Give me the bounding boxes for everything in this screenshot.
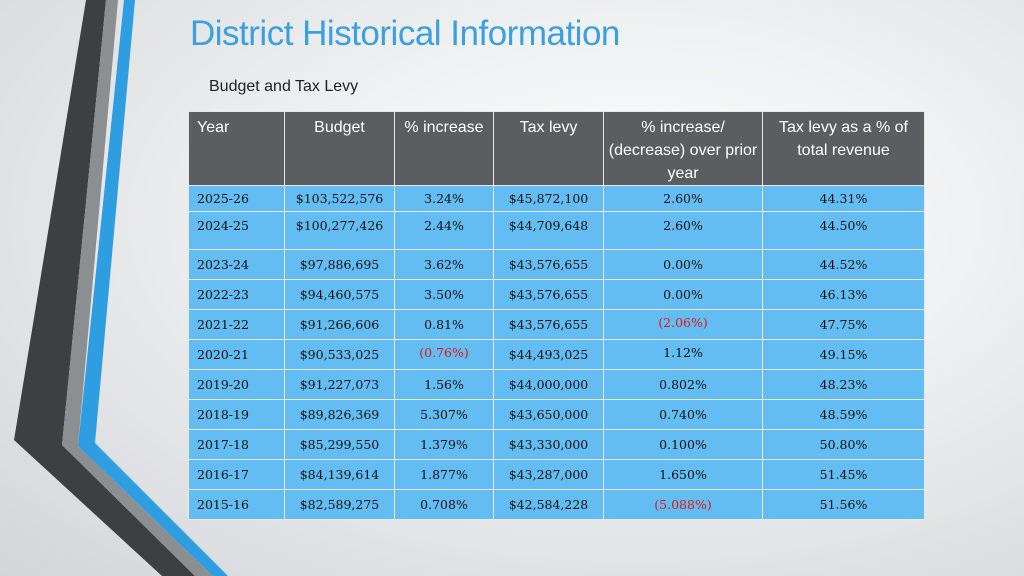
cell-year: 2025-26 <box>188 185 285 212</box>
cell-budget: $94,460,575 <box>284 279 395 310</box>
cell-levy-change: 2.60% <box>603 211 763 250</box>
cell-levy-change: (2.06%) <box>603 309 763 340</box>
cell-levy-change: 2.60% <box>603 185 763 212</box>
cell-levy-pct-revenue: 48.59% <box>762 399 925 430</box>
cell-budget-increase: 1.56% <box>394 369 494 400</box>
header-row: Year Budget % increase Tax levy % increa… <box>188 111 925 186</box>
header-tax-levy: Tax levy <box>493 111 604 186</box>
cell-year: 2023-24 <box>188 249 285 280</box>
cell-budget-increase: 3.62% <box>394 249 494 280</box>
budget-tax-levy-table: Year Budget % increase Tax levy % increa… <box>188 111 925 520</box>
cell-levy-change: 0.100% <box>603 429 763 460</box>
cell-levy-pct-revenue: 50.80% <box>762 429 925 460</box>
table-row: 2024-25 $100,277,426 2.44% $44,709,648 2… <box>188 211 925 250</box>
cell-levy-change: 1.650% <box>603 459 763 490</box>
header-levy-change: % increase/ (decrease) over prior year <box>603 111 763 186</box>
cell-tax-levy: $44,709,648 <box>493 211 604 250</box>
cell-budget: $97,886,695 <box>284 249 395 280</box>
table-row: 2022-23 $94,460,575 3.50% $43,576,655 0.… <box>188 279 925 310</box>
cell-tax-levy: $44,000,000 <box>493 369 604 400</box>
cell-levy-pct-revenue: 44.31% <box>762 185 925 212</box>
cell-levy-change: (5.088%) <box>603 489 763 520</box>
cell-budget-increase: 2.44% <box>394 211 494 250</box>
cell-tax-levy: $42,584,228 <box>493 489 604 520</box>
cell-budget: $103,522,576 <box>284 185 395 212</box>
cell-tax-levy: $43,650,000 <box>493 399 604 430</box>
cell-budget-increase: 1.379% <box>394 429 494 460</box>
gray-stripe <box>62 0 213 576</box>
cell-levy-pct-revenue: 44.50% <box>762 211 925 250</box>
header-year: Year <box>188 111 285 186</box>
blue-stripe <box>78 0 228 576</box>
header-budget-increase: % increase <box>394 111 494 186</box>
cell-budget: $90,533,025 <box>284 339 395 370</box>
cell-tax-levy: $43,576,655 <box>493 309 604 340</box>
cell-levy-pct-revenue: 46.13% <box>762 279 925 310</box>
cell-levy-pct-revenue: 47.75% <box>762 309 925 340</box>
table-row: 2025-26 $103,522,576 3.24% $45,872,100 2… <box>188 185 925 212</box>
cell-budget: $84,139,614 <box>284 459 395 490</box>
cell-budget-increase: 1.877% <box>394 459 494 490</box>
cell-levy-pct-revenue: 44.52% <box>762 249 925 280</box>
cell-levy-change: 0.802% <box>603 369 763 400</box>
cell-year: 2016-17 <box>188 459 285 490</box>
cell-budget-increase: 3.50% <box>394 279 494 310</box>
cell-levy-change: 1.12% <box>603 339 763 370</box>
cell-budget: $91,266,606 <box>284 309 395 340</box>
cell-year: 2015-16 <box>188 489 285 520</box>
cell-tax-levy: $43,330,000 <box>493 429 604 460</box>
table-row: 2016-17 $84,139,614 1.877% $43,287,000 1… <box>188 459 925 490</box>
cell-tax-levy: $44,493,025 <box>493 339 604 370</box>
cell-budget-increase: 0.81% <box>394 309 494 340</box>
cell-budget-increase: 5.307% <box>394 399 494 430</box>
cell-year: 2020-21 <box>188 339 285 370</box>
cell-levy-pct-revenue: 49.15% <box>762 339 925 370</box>
table-row: 2019-20 $91,227,073 1.56% $44,000,000 0.… <box>188 369 925 400</box>
cell-budget: $89,826,369 <box>284 399 395 430</box>
table-row: 2017-18 $85,299,550 1.379% $43,330,000 0… <box>188 429 925 460</box>
cell-tax-levy: $43,576,655 <box>493 249 604 280</box>
page-title: District Historical Information <box>190 14 620 53</box>
cell-levy-change: 0.00% <box>603 249 763 280</box>
cell-levy-change: 0.00% <box>603 279 763 310</box>
cell-year: 2022-23 <box>188 279 285 310</box>
cell-year: 2018-19 <box>188 399 285 430</box>
cell-budget-increase: (0.76%) <box>394 339 494 370</box>
table-row: 2018-19 $89,826,369 5.307% $43,650,000 0… <box>188 399 925 430</box>
table-row: 2023-24 $97,886,695 3.62% $43,576,655 0.… <box>188 249 925 280</box>
header-budget: Budget <box>284 111 395 186</box>
cell-year: 2021-22 <box>188 309 285 340</box>
table-row: 2020-21 $90,533,025 (0.76%) $44,493,025 … <box>188 339 925 370</box>
cell-budget-increase: 0.708% <box>394 489 494 520</box>
cell-tax-levy: $43,576,655 <box>493 279 604 310</box>
cell-levy-pct-revenue: 48.23% <box>762 369 925 400</box>
cell-budget: $85,299,550 <box>284 429 395 460</box>
cell-levy-pct-revenue: 51.56% <box>762 489 925 520</box>
cell-levy-change: 0.740% <box>603 399 763 430</box>
cell-year: 2019-20 <box>188 369 285 400</box>
table-subtitle: Budget and Tax Levy <box>209 78 359 95</box>
table-row: 2015-16 $82,589,275 0.708% $42,584,228 (… <box>188 489 925 520</box>
cell-tax-levy: $43,287,000 <box>493 459 604 490</box>
cell-budget: $91,227,073 <box>284 369 395 400</box>
cell-budget: $100,277,426 <box>284 211 395 250</box>
cell-year: 2024-25 <box>188 211 285 250</box>
cell-budget: $82,589,275 <box>284 489 395 520</box>
header-levy-pct-revenue: Tax levy as a % of total revenue <box>762 111 925 186</box>
cell-year: 2017-18 <box>188 429 285 460</box>
cell-budget-increase: 3.24% <box>394 185 494 212</box>
dark-outer-stripe <box>14 0 195 576</box>
cell-levy-pct-revenue: 51.45% <box>762 459 925 490</box>
table-row: 2021-22 $91,266,606 0.81% $43,576,655 (2… <box>188 309 925 340</box>
cell-tax-levy: $45,872,100 <box>493 185 604 212</box>
